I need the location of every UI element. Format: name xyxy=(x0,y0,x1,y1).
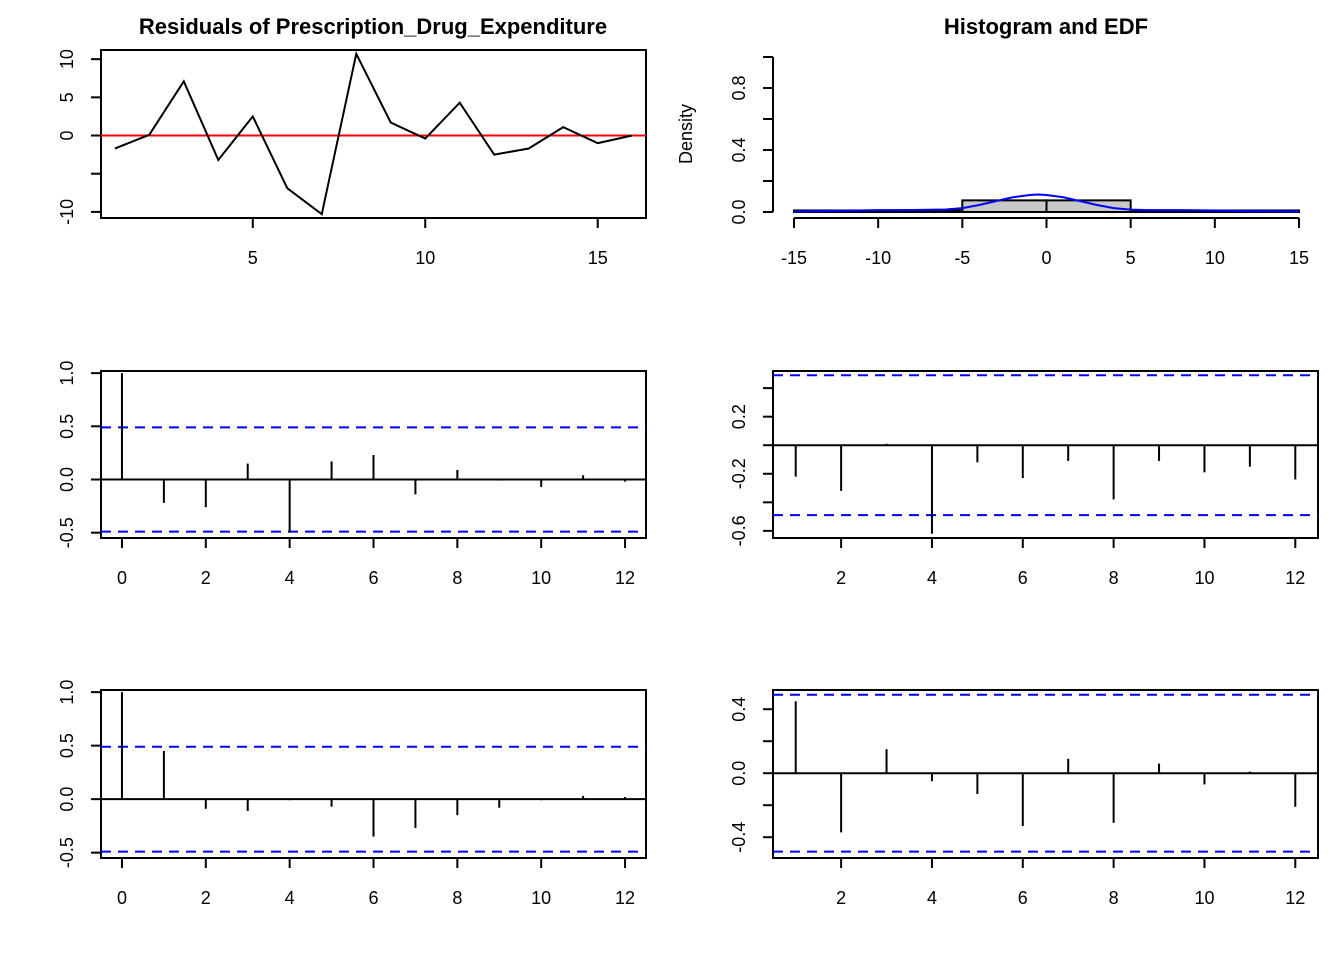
acf_squared-x-tick-label: 6 xyxy=(368,888,378,908)
acf-plot-frame xyxy=(100,370,647,539)
acf_squared-x-tick-label: 8 xyxy=(452,888,462,908)
residuals-plot-frame xyxy=(100,49,647,219)
histogram-x-tick-label: -10 xyxy=(865,248,891,268)
pacf-x-tick-label: 10 xyxy=(1194,568,1214,588)
histogram-x-tick-label: 10 xyxy=(1205,248,1225,268)
acf_squared-x-tick-label: 2 xyxy=(201,888,211,908)
pacf-plot-frame xyxy=(772,370,1319,539)
histogram-x-tick-label: 0 xyxy=(1041,248,1051,268)
acf_squared-y-tick-label: 1.0 xyxy=(57,680,77,705)
pacf_squared-y-tick-label: 0.4 xyxy=(729,697,749,722)
residuals-x-tick-label: 10 xyxy=(415,248,435,268)
pacf-x-tick-label: 2 xyxy=(836,568,846,588)
pacf_squared-y-tick-label: 0.0 xyxy=(729,761,749,786)
residuals-x-tick-label: 5 xyxy=(248,248,258,268)
pacf-y-tick-label: -0.6 xyxy=(729,515,749,546)
pacf_squared-x-tick-label: 8 xyxy=(1109,888,1119,908)
density-curve xyxy=(793,193,1300,213)
residuals-panel: Residuals of Prescription_Drug_Expenditu… xyxy=(57,14,647,268)
acf-x-tick-label: 8 xyxy=(452,568,462,588)
residuals-y-tick-label: 10 xyxy=(57,49,77,69)
acf_squared-y-tick-label: -0.5 xyxy=(57,837,77,868)
pacf-panel: 2 4 6 8 10 12 -0.6 -0.2 0.2 xyxy=(729,370,1319,588)
histogram-title: Histogram and EDF xyxy=(944,14,1148,39)
residuals-title: Residuals of Prescription_Drug_Expenditu… xyxy=(139,14,607,39)
histogram-x-tick-label: -5 xyxy=(954,248,970,268)
acf_squared-x-tick-label: 4 xyxy=(285,888,295,908)
acf-x-tick-label: 0 xyxy=(117,568,127,588)
histogram-x-tick-label: 5 xyxy=(1126,248,1136,268)
pacf_squared-x-tick-label: 10 xyxy=(1194,888,1214,908)
residuals-series-line xyxy=(114,50,633,216)
acf-x-tick-label: 6 xyxy=(368,568,378,588)
acf-x-tick-label: 12 xyxy=(615,568,635,588)
pacf_squared-y-tick-label: -0.4 xyxy=(729,822,749,853)
acf_squared-x-tick-label: 0 xyxy=(117,888,127,908)
histogram-panel: Histogram and EDF Density -15 -10 -5 0 5 10 15… xyxy=(676,14,1309,268)
pacf-y-tick-label: 0.2 xyxy=(729,404,749,429)
pacf-y-tick-label: -0.2 xyxy=(729,458,749,489)
pacf_squared-x-tick-label: 6 xyxy=(1018,888,1028,908)
acf_squared-x-tick-label: 10 xyxy=(531,888,551,908)
pacf_squared-x-tick-label: 2 xyxy=(836,888,846,908)
acf-y-tick-label: 0.0 xyxy=(57,467,77,492)
acf_squared-x-tick-label: 12 xyxy=(615,888,635,908)
acf-squared-panel: 0 2 4 6 8 10 12 -0.5 0.0 0.5 1.0 xyxy=(57,680,647,908)
acf-y-tick-label: -0.5 xyxy=(57,517,77,548)
residuals-y-tick-label: -10 xyxy=(57,199,77,225)
histogram-bar xyxy=(1045,199,1132,213)
acf-x-tick-label: 2 xyxy=(201,568,211,588)
pacf-x-tick-label: 6 xyxy=(1018,568,1028,588)
acf-y-tick-label: 1.0 xyxy=(57,361,77,386)
acf-panel: 0 2 4 6 8 10 12 -0.5 0.0 0.5 1.0 xyxy=(57,361,647,588)
histogram-x-tick-label: -15 xyxy=(781,248,807,268)
pacf_squared-x-tick-label: 4 xyxy=(927,888,937,908)
acf-x-tick-label: 10 xyxy=(531,568,551,588)
pacf-x-tick-label: 8 xyxy=(1109,568,1119,588)
histogram-y-tick-label: 0.4 xyxy=(729,137,749,162)
acf-y-tick-label: 0.5 xyxy=(57,414,77,439)
pacf-squared-panel: 2 4 6 8 10 12 -0.4 0.0 0.4 xyxy=(729,689,1319,908)
pacf_squared-x-tick-label: 12 xyxy=(1285,888,1305,908)
residuals-y-tick-label: 0 xyxy=(57,131,77,141)
histogram-y-tick-label: 0.8 xyxy=(729,75,749,100)
residuals-y-tick-label: 5 xyxy=(57,92,77,102)
residuals-x-tick-label: 15 xyxy=(588,248,608,268)
histogram-y-tick-label: 0.0 xyxy=(729,199,749,224)
pacf-x-tick-label: 4 xyxy=(927,568,937,588)
acf-x-tick-label: 4 xyxy=(285,568,295,588)
histogram-x-tick-label: 15 xyxy=(1289,248,1309,268)
acf_squared-y-tick-label: 0.5 xyxy=(57,733,77,758)
histogram-ylabel: Density xyxy=(676,104,696,164)
pacf-x-tick-label: 12 xyxy=(1285,568,1305,588)
acf_squared-y-tick-label: 0.0 xyxy=(57,787,77,812)
